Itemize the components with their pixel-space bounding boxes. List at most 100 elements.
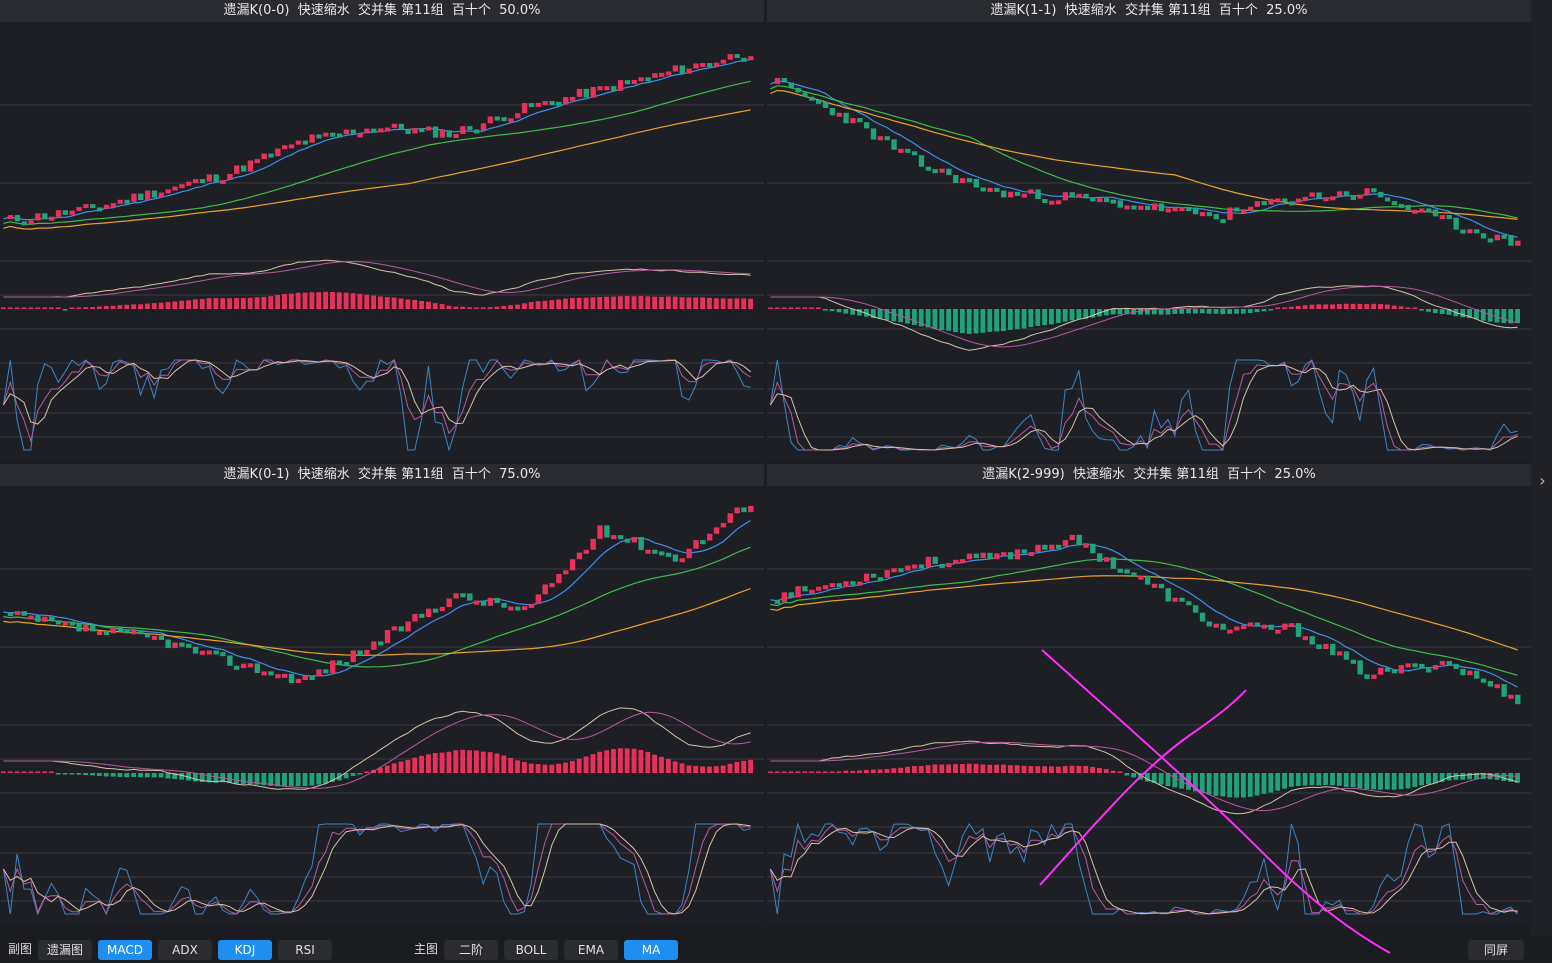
candle <box>1192 605 1199 613</box>
sub-chart-label: 副图 <box>8 942 33 956</box>
candle <box>1165 588 1171 602</box>
chart-svg[interactable] <box>767 23 1531 460</box>
macd-dea-line <box>3 260 751 298</box>
candle <box>398 123 404 131</box>
main-button-boll[interactable]: BOLL <box>504 940 558 960</box>
candle <box>48 216 55 221</box>
sub-button-adx[interactable]: ADX <box>158 940 212 960</box>
macd-bar <box>62 773 68 775</box>
sub-button-kdj[interactable]: KDJ <box>218 940 272 960</box>
macd-bar <box>604 296 610 309</box>
macd-bar <box>90 307 95 309</box>
sub-button-missing-chart[interactable]: 遗漏图 <box>38 940 92 960</box>
macd-bar <box>405 299 411 309</box>
macd-bar <box>748 759 753 773</box>
macd-bar <box>1131 773 1137 778</box>
sub-button-macd[interactable]: MACD <box>98 940 152 960</box>
macd-bar <box>138 304 143 309</box>
macd-bar <box>843 770 849 773</box>
candle <box>1069 534 1075 541</box>
candle <box>432 608 439 613</box>
macd-bar <box>1357 773 1363 789</box>
sub-button-rsi[interactable]: RSI <box>278 940 332 960</box>
candle <box>268 671 274 676</box>
macd-bar <box>604 750 610 773</box>
chart-panel-4[interactable]: 遗漏K(2-999) 快速缩水 交并集 第11组 百十个 25.0% <box>767 464 1531 924</box>
candle <box>1515 240 1521 246</box>
candle <box>857 581 863 586</box>
kdj-k-line <box>2 823 751 915</box>
candle <box>1378 191 1384 198</box>
chart-panel-1[interactable]: 遗漏K(0-0) 快速缩水 交并集 第11组 百十个 50.0% <box>0 0 764 460</box>
candle <box>1378 667 1384 675</box>
candle <box>1254 201 1261 207</box>
candle <box>1508 234 1514 246</box>
chart-svg[interactable] <box>767 487 1531 924</box>
candle <box>21 221 27 226</box>
candle <box>925 556 932 568</box>
macd-bar <box>624 748 630 773</box>
main-button-ema[interactable]: EMA <box>564 940 618 960</box>
candle <box>870 128 877 140</box>
macd-bar <box>713 766 719 773</box>
macd-bar <box>1213 773 1219 796</box>
chart-panel-2[interactable]: 遗漏K(1-1) 快速缩水 交并集 第11组 百十个 25.0% <box>767 0 1531 460</box>
macd-bar <box>987 309 993 332</box>
candle <box>748 505 754 513</box>
candle <box>1261 201 1267 206</box>
macd-bar <box>1076 309 1082 320</box>
candle <box>1213 214 1219 220</box>
candle <box>617 80 624 91</box>
macd-bar <box>1336 773 1342 786</box>
candle <box>597 525 603 539</box>
candle <box>1439 215 1446 220</box>
macd-bar <box>1001 764 1006 773</box>
candle <box>282 145 288 150</box>
macd-bar <box>1467 773 1473 780</box>
candle <box>453 593 459 599</box>
chart-panel-3[interactable]: 遗漏K(0-1) 快速缩水 交并集 第11组 百十个 75.0% <box>0 464 764 924</box>
candle <box>877 136 884 141</box>
macd-bar <box>727 763 733 773</box>
macd-bar <box>795 771 801 773</box>
candle <box>1151 583 1158 588</box>
candle <box>1179 597 1185 602</box>
sync-screen-button[interactable]: 同屏 <box>1468 940 1524 960</box>
macd-bar <box>1014 765 1020 773</box>
macd-bar <box>1172 773 1178 788</box>
chart-svg[interactable] <box>0 487 764 924</box>
candle <box>781 78 788 83</box>
main-button-second-order[interactable]: 二阶 <box>444 940 498 960</box>
macd-bar <box>617 748 623 773</box>
macd-bar <box>645 296 651 309</box>
macd-bar <box>1247 773 1253 797</box>
right-scroll-bar[interactable] <box>1531 0 1552 936</box>
macd-bar <box>802 771 808 773</box>
ma-line <box>3 546 751 668</box>
macd-bar <box>391 763 397 773</box>
candle <box>1412 209 1418 214</box>
candle <box>987 552 993 559</box>
next-page-arrow-icon[interactable]: › <box>1539 471 1546 490</box>
candle <box>288 673 295 684</box>
candle <box>911 564 918 569</box>
macd-bar <box>693 297 699 309</box>
candle <box>357 650 363 656</box>
candle <box>1350 195 1356 200</box>
macd-bar <box>213 773 219 783</box>
ma-line <box>3 109 751 230</box>
macd-bar <box>686 765 692 773</box>
main-chart-label: 主图 <box>414 942 439 956</box>
candle <box>151 635 158 640</box>
candle <box>774 599 781 604</box>
candle <box>1412 663 1418 668</box>
candle <box>645 77 651 82</box>
macd-bar <box>192 299 198 309</box>
chart-svg[interactable] <box>0 23 764 460</box>
macd-bar <box>624 295 630 309</box>
candle <box>282 673 288 678</box>
macd-bar <box>939 764 945 773</box>
main-button-ma[interactable]: MA <box>624 940 678 960</box>
macd-bar <box>549 764 555 773</box>
candle <box>1371 188 1377 193</box>
